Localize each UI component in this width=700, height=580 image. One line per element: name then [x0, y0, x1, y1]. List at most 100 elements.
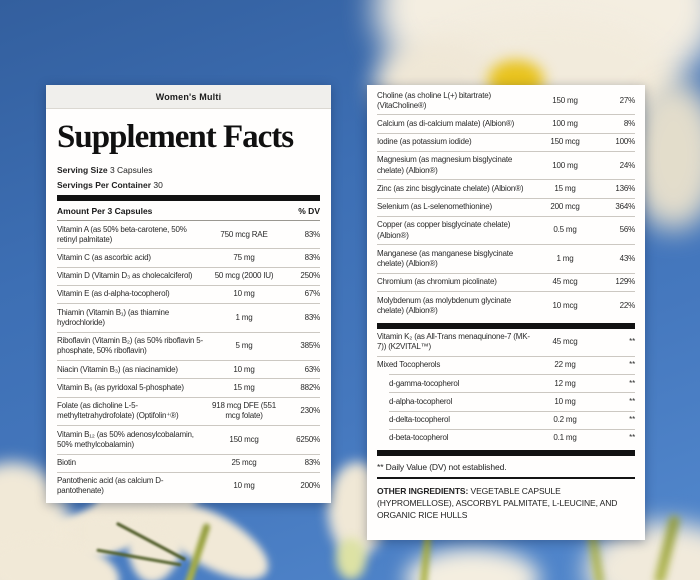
ingredient-amount: 200 mcg: [550, 202, 580, 212]
ingredient-name: Calcium (as di-calcium malate) (Albion®): [377, 118, 515, 128]
table-row: Calcium (as di-calcium malate) (Albion®)…: [377, 115, 635, 134]
ingredient-name: Manganese (as manganese bisglycinate che…: [377, 248, 513, 269]
serving-size-value: 3 Capsules: [109, 165, 153, 175]
ingredient-amount: 750 mcg RAE: [220, 229, 268, 239]
ingredient-amount: 12 mg: [554, 378, 576, 388]
ingredient-amount: 25 mcg: [231, 458, 257, 468]
ingredient-amount: 150 mg: [552, 95, 578, 105]
table-row: Manganese (as manganese bisglycinate che…: [377, 245, 636, 274]
dv-footnote: ** Daily Value (DV) not established.: [377, 456, 635, 480]
ingredient-name: Copper (as copper bisglycinate chelate) …: [377, 220, 511, 240]
ingredient-dv: 200%: [300, 481, 320, 491]
column-header-row: Amount Per 3 Capsules % DV: [57, 201, 320, 221]
thick-divider-bar: [57, 195, 320, 201]
ingredient-dv: 67%: [304, 289, 321, 299]
ingredient-amount: 150 mcg: [550, 137, 580, 147]
ingredient-dv: 882%: [300, 382, 320, 392]
ingredient-dv: 83%: [304, 229, 321, 239]
flower-bud: [336, 538, 366, 580]
ingredient-amount: 10 mcg: [552, 300, 578, 310]
ingredient-name: Vitamin K₂ (as All-Trans menaquinone-7 (…: [377, 332, 530, 352]
ingredient-amount: 1 mg: [235, 312, 253, 322]
table-row: Vitamin E (as d-alpha-tocopherol) 10 mg …: [57, 286, 321, 305]
table-row: Vitamin K₂ (as All-Trans menaquinone-7 (…: [377, 329, 635, 356]
dv-column-header: % DV: [298, 206, 320, 216]
ingredient-dv: 27%: [619, 95, 636, 105]
amount-column-header: Amount Per 3 Capsules: [57, 206, 153, 216]
ingredient-name: Vitamin B₆ (as pyridoxal 5-phosphate): [57, 382, 184, 392]
ingredient-dv: 100%: [615, 137, 635, 147]
ingredient-amount: 15 mg: [233, 382, 255, 392]
table-row: d-alpha-tocopherol 10 mg **: [389, 392, 635, 410]
thick-divider-bar: [377, 450, 635, 457]
ingredient-dv: 230%: [300, 406, 320, 416]
ingredient-name: Pantothenic acid (as calcium D-pantothen…: [57, 476, 164, 496]
ingredient-amount: 0.1 mg: [553, 433, 577, 443]
supplement-facts-title: Supplement Facts: [57, 119, 294, 155]
no-dv-rows: Vitamin K₂ (as All-Trans menaquinone-7 (…: [377, 329, 635, 448]
table-row: Chromium (as chromium picolinate) 45 mcg…: [377, 274, 635, 293]
ingredient-dv: **: [629, 433, 635, 443]
table-row: Zinc (as zinc bisglycinate chelate) (Alb…: [377, 180, 635, 199]
ingredient-dv: **: [629, 378, 635, 388]
ingredient-amount: 5 mg: [235, 341, 253, 351]
ingredient-name: Vitamin C (as ascorbic acid): [57, 252, 151, 262]
table-row: Magnesium (as magnesium bisglycinate che…: [377, 152, 636, 181]
ingredient-name: Vitamin E (as d-alpha-tocopherol): [57, 289, 170, 299]
product-name-banner: Women's Multi: [46, 85, 331, 109]
ingredient-amount: 50 mcg (2000 IU): [214, 271, 274, 281]
supplement-facts-content: Supplement Facts Serving Size 3 Capsules…: [46, 109, 331, 500]
ingredient-name: d-beta-tocopherol: [389, 433, 449, 443]
ingredient-dv: 22%: [619, 300, 636, 310]
table-row: Iodine (as potassium iodide) 150 mcg 100…: [377, 134, 635, 152]
ingredient-name: Selenium (as L-selenomethionine): [377, 202, 492, 212]
table-row: Vitamin B₁₂ (as 50% adenosylcobalamin, 5…: [57, 426, 320, 455]
ingredient-dv: 43%: [619, 253, 636, 263]
ingredient-dv: 24%: [619, 160, 636, 170]
table-row: Niacin (Vitamin B₃) (as niacinamide) 10 …: [57, 361, 321, 380]
ingredient-amount: 0.2 mg: [553, 415, 577, 425]
ingredient-amount: 15 mg: [554, 183, 576, 193]
ingredient-dv: 6250%: [296, 434, 320, 444]
supplement-facts-panel-right: Choline (as choline L(+) bitartrate) (Vi…: [367, 85, 645, 540]
table-row: Folate (as dicholine L-5-methyltetrahydr…: [57, 398, 320, 427]
table-row: Thiamin (Vitamin B₁) (as thiamine hydroc…: [57, 304, 321, 333]
table-row: Copper (as copper bisglycinate chelate) …: [377, 217, 635, 246]
ingredient-amount: 45 mcg: [552, 277, 578, 287]
ingredient-dv: 63%: [304, 364, 321, 374]
serving-size-label: Serving Size: [57, 165, 108, 175]
ingredient-amount: 10 mg: [233, 481, 255, 491]
ingredient-amount: 0.5 mg: [553, 225, 577, 235]
ingredient-name: Choline (as choline L(+) bitartrate) (Vi…: [377, 90, 491, 110]
ingredient-name: d-delta-tocopherol: [389, 415, 450, 425]
table-row: Pantothenic acid (as calcium D-pantothen…: [57, 473, 320, 500]
ingredient-dv: 364%: [615, 202, 635, 212]
table-row: Biotin 25 mcg 83%: [57, 455, 320, 473]
ingredient-dv: 83%: [304, 312, 321, 322]
table-row: Vitamin B₆ (as pyridoxal 5-phosphate) 15…: [57, 379, 320, 398]
ingredient-name: Molybdenum (as molybdenum glycinate chel…: [377, 295, 511, 315]
ingredient-amount: 75 mg: [233, 252, 255, 262]
ingredient-dv: **: [629, 396, 635, 406]
ingredient-name: Iodine (as potassium iodide): [377, 137, 472, 147]
vitamin-rows: Vitamin A (as 50% beta-carotene, 50% ret…: [57, 221, 320, 500]
ingredient-name: Folate (as dicholine L-5-methyltetrahydr…: [57, 401, 179, 421]
table-row: d-gamma-tocopherol 12 mg **: [389, 374, 635, 392]
ingredient-name: Vitamin B₁₂ (as 50% adenosylcobalamin, 5…: [57, 429, 194, 449]
ingredient-name: Magnesium (as magnesium bisglycinate che…: [377, 155, 513, 175]
ingredient-dv: 83%: [304, 252, 321, 262]
table-row: d-delta-tocopherol 0.2 mg **: [389, 410, 635, 429]
thick-divider-bar: [377, 322, 635, 329]
ingredient-amount: 100 mg: [552, 118, 578, 128]
ingredient-amount: 45 mcg: [552, 337, 578, 347]
ingredient-dv: **: [629, 360, 635, 370]
ingredient-name: d-gamma-tocopherol: [389, 378, 460, 388]
ingredient-amount: 22 mg: [554, 360, 576, 370]
table-row: Mixed Tocopherols 22 mg **: [377, 355, 635, 374]
ingredient-dv: 250%: [300, 271, 320, 281]
ingredient-dv: 385%: [300, 341, 320, 351]
servings-label: Servings Per Container: [57, 180, 152, 190]
ingredient-dv: 129%: [615, 277, 635, 287]
supplement-facts-panel-left: Women's Multi Supplement Facts Serving S…: [46, 85, 331, 504]
